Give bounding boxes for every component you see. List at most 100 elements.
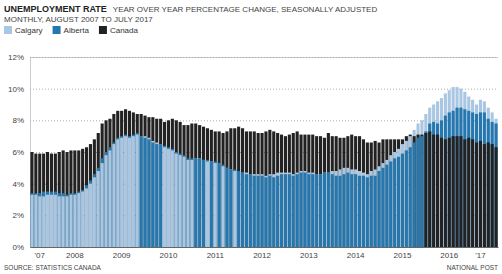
x-tick-label: 2009	[113, 251, 131, 260]
bar	[452, 111, 455, 247]
bar	[393, 152, 396, 247]
bar	[120, 111, 123, 247]
bar	[218, 163, 221, 247]
bar	[342, 174, 345, 247]
bar	[54, 192, 57, 247]
x-tick-label: 2015	[394, 251, 412, 260]
bar	[143, 138, 146, 247]
bar	[350, 174, 353, 247]
legend: CalgaryAlbertaCanada	[4, 26, 139, 35]
bar	[147, 138, 150, 247]
bar	[93, 139, 96, 247]
subtitle: YEAR OVER YEAR PERCENTAGE CHANGE, SEASON…	[113, 5, 378, 14]
y-tick-label: 8%	[12, 116, 24, 125]
bar	[120, 138, 123, 247]
bar	[73, 150, 76, 247]
bar	[366, 177, 369, 247]
bar	[405, 136, 408, 247]
bar	[346, 168, 349, 247]
bar	[370, 143, 373, 248]
bar	[233, 128, 236, 247]
x-tick: '07	[35, 251, 46, 260]
bar	[409, 136, 412, 247]
bar	[354, 169, 357, 247]
bar	[50, 192, 53, 247]
bar	[467, 138, 470, 247]
bar	[77, 192, 80, 247]
bar	[62, 193, 65, 247]
bar	[132, 112, 135, 247]
bar	[34, 154, 37, 247]
bar	[34, 195, 37, 247]
bar	[401, 154, 404, 247]
bar	[491, 144, 494, 247]
bar	[241, 128, 244, 247]
bar	[30, 152, 33, 247]
bar	[237, 171, 240, 247]
bar	[241, 173, 244, 247]
bar	[296, 174, 299, 247]
bar	[108, 150, 111, 247]
bar	[202, 160, 205, 247]
bar	[245, 173, 248, 247]
x-tick-label: 2010	[160, 251, 178, 260]
bar	[257, 133, 260, 247]
bar	[58, 152, 61, 247]
bar	[163, 147, 166, 247]
bar	[374, 141, 377, 247]
bar	[46, 195, 49, 247]
bar	[327, 173, 330, 247]
bar	[245, 174, 248, 247]
bar	[366, 174, 369, 247]
bar	[73, 193, 76, 247]
bar	[89, 181, 92, 248]
bar	[409, 135, 412, 247]
bar	[206, 128, 209, 247]
bar	[65, 152, 68, 247]
legend-swatch	[4, 26, 12, 34]
bar	[303, 171, 306, 247]
bar	[416, 124, 419, 248]
bar	[163, 146, 166, 247]
bar	[249, 174, 252, 247]
bar	[432, 122, 435, 247]
bar	[108, 119, 111, 247]
bar	[288, 135, 291, 247]
bar	[491, 112, 494, 247]
bar	[136, 135, 139, 247]
bar	[432, 105, 435, 248]
y-tick: 12%	[8, 53, 498, 62]
bar	[171, 119, 174, 247]
bar	[167, 120, 170, 247]
subtitle: MONTHLY, AUGUST 2007 TO JULY 2017	[4, 15, 153, 24]
bar	[413, 130, 416, 247]
x-tick-label: 2011	[207, 251, 225, 260]
bar	[299, 135, 302, 247]
bar	[260, 174, 263, 247]
bar	[389, 162, 392, 248]
bar	[159, 144, 162, 247]
bar	[420, 136, 423, 247]
bar	[272, 177, 275, 247]
bar	[46, 192, 49, 247]
bar	[85, 188, 88, 247]
bar	[424, 133, 427, 247]
bar	[475, 105, 478, 248]
bar	[194, 158, 197, 247]
x-tick: 2015	[394, 251, 412, 260]
grid-line	[30, 215, 498, 216]
bar	[397, 139, 400, 247]
bar	[319, 136, 322, 247]
bar	[471, 100, 474, 247]
y-tick-label: 2%	[12, 211, 24, 220]
bar	[494, 124, 497, 248]
grid-line	[30, 57, 498, 58]
bar	[89, 144, 92, 247]
bar	[253, 131, 256, 247]
bar	[136, 114, 139, 247]
bar	[101, 158, 104, 247]
bar	[155, 119, 158, 247]
bar	[323, 173, 326, 247]
bar	[264, 131, 267, 247]
bar	[202, 160, 205, 247]
